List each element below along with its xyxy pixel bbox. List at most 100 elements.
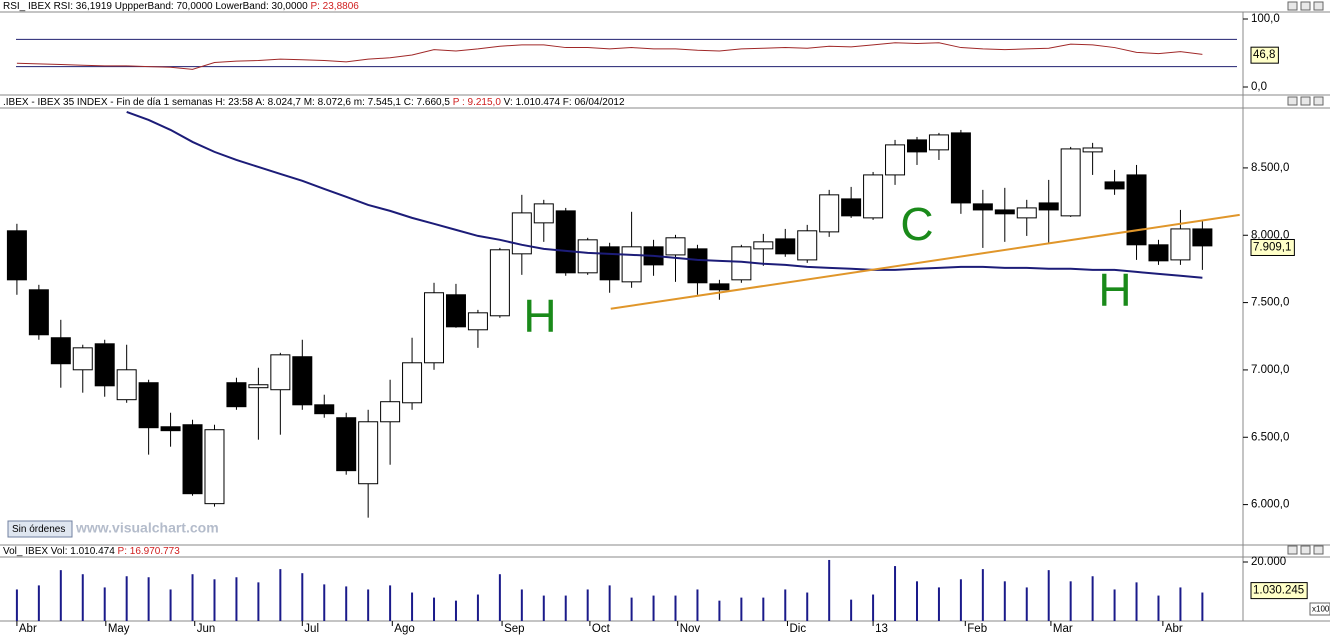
x-tick-label: Ago bbox=[394, 623, 414, 635]
moving-average bbox=[126, 110, 1203, 279]
candle-body bbox=[994, 209, 1015, 215]
last-value-label: 7.909,1 bbox=[1253, 242, 1291, 254]
candle-body bbox=[819, 194, 840, 233]
last-value-label: 46,8 bbox=[1253, 49, 1275, 61]
candle-body bbox=[1104, 181, 1125, 190]
candle-body bbox=[950, 132, 971, 204]
candle-body bbox=[292, 356, 313, 406]
candle-body bbox=[182, 424, 203, 495]
header-tail: V: 1.010.474 F: 06/04/2012 bbox=[501, 97, 625, 108]
candle-body bbox=[1126, 174, 1147, 246]
panel-header: .IBEX - IBEX 35 INDEX - Fin de día 1 sem… bbox=[3, 97, 625, 108]
candle-body bbox=[226, 382, 247, 408]
panel-header: Vol_ IBEX Vol: 1.010.474 P: 16.970.773 bbox=[3, 546, 180, 557]
candle-body bbox=[928, 134, 949, 151]
annotation: H bbox=[1098, 264, 1131, 316]
candle-body bbox=[863, 174, 884, 219]
candle-body bbox=[336, 417, 357, 472]
candle-body bbox=[402, 362, 423, 404]
candle-body bbox=[445, 294, 466, 328]
window-buttons[interactable] bbox=[1287, 1, 1324, 555]
x-tick-label: Mar bbox=[1053, 623, 1073, 635]
candle-body bbox=[160, 426, 181, 432]
candle-body bbox=[753, 241, 774, 250]
last-value-box bbox=[1250, 46, 1279, 64]
y-tick-label: 7.500,0 bbox=[1251, 297, 1289, 309]
candle-body bbox=[797, 230, 818, 261]
candle-body bbox=[28, 289, 49, 336]
candle-body bbox=[1170, 228, 1191, 261]
x-tick-label: Jun bbox=[197, 623, 216, 635]
candle-body bbox=[424, 292, 445, 364]
candle-body bbox=[1016, 207, 1037, 219]
candle-body bbox=[599, 246, 620, 281]
y-tick-label: 6.000,0 bbox=[1251, 499, 1289, 511]
candle-body bbox=[775, 238, 796, 255]
candle-body bbox=[906, 139, 927, 153]
annotation: C bbox=[900, 198, 933, 250]
candle-body bbox=[6, 230, 27, 281]
candle-body bbox=[314, 404, 335, 415]
candle-body bbox=[1148, 244, 1169, 262]
candle-body bbox=[533, 203, 554, 224]
candle-body bbox=[50, 337, 71, 365]
status-box[interactable] bbox=[7, 520, 73, 538]
candle-body bbox=[1060, 148, 1081, 217]
last-value-box bbox=[1250, 238, 1295, 256]
x-tick-label: Nov bbox=[680, 623, 701, 635]
candle-body bbox=[841, 198, 862, 217]
rsi-line bbox=[16, 42, 1203, 70]
candle-body bbox=[94, 343, 115, 387]
candle-body bbox=[885, 144, 906, 176]
header-extra: P: 23,8806 bbox=[310, 1, 359, 12]
x-tick-label: Oct bbox=[592, 623, 611, 635]
unit-box bbox=[1309, 602, 1330, 616]
candle-body bbox=[621, 246, 642, 283]
x-tick-label: Dic bbox=[789, 623, 806, 635]
candle-body bbox=[138, 382, 159, 429]
header-text: Vol_ IBEX Vol: 1.010.474 bbox=[3, 546, 118, 557]
candle-body bbox=[1082, 147, 1103, 153]
candle-body bbox=[270, 354, 291, 391]
candle-body bbox=[665, 237, 686, 256]
candle-body bbox=[972, 203, 993, 211]
header-extra: P : 9.215,0 bbox=[453, 97, 502, 108]
y-tick-label: 8.500,0 bbox=[1251, 162, 1289, 174]
status[interactable]: Sin órdenes bbox=[12, 524, 65, 535]
y-tick-label: 7.000,0 bbox=[1251, 364, 1289, 376]
unit-label: x100 bbox=[1312, 605, 1330, 614]
candle-body bbox=[555, 210, 576, 274]
candle-body bbox=[72, 347, 93, 371]
trendline bbox=[610, 213, 1240, 310]
candle-body bbox=[248, 384, 269, 389]
x-tick-label: Jul bbox=[304, 623, 319, 635]
candle-body bbox=[116, 369, 137, 401]
x-tick-label: May bbox=[108, 623, 130, 635]
watermark: www.visualchart.com bbox=[75, 520, 219, 536]
header-text: .IBEX - IBEX 35 INDEX - Fin de día 1 sem… bbox=[3, 97, 453, 108]
candle-body bbox=[467, 312, 488, 331]
annotation: H bbox=[523, 290, 556, 342]
candle-body bbox=[204, 429, 225, 505]
y-tick-label: 6.500,0 bbox=[1251, 431, 1289, 443]
candle-body bbox=[1038, 202, 1059, 211]
x-tick-label: Abr bbox=[1165, 623, 1183, 635]
x-tick-label: 13 bbox=[875, 623, 888, 635]
candle-body bbox=[687, 248, 708, 284]
y-tick-label: 20.000 bbox=[1251, 556, 1286, 568]
candle-body bbox=[380, 401, 401, 423]
header-text: RSI_ IBEX RSI: 36,1919 UppperBand: 70,00… bbox=[3, 1, 310, 12]
last-value-label: 1.030.245 bbox=[1253, 585, 1304, 597]
x-tick-label: Feb bbox=[967, 623, 987, 635]
y-tick-label: 100,0 bbox=[1251, 13, 1280, 25]
y-tick-label: 0,0 bbox=[1251, 81, 1267, 93]
candle-body bbox=[709, 283, 730, 291]
candle-body bbox=[1192, 228, 1213, 247]
panel-frames bbox=[0, 11, 1330, 622]
candle-body bbox=[577, 239, 598, 274]
x-tick-label: Abr bbox=[19, 623, 37, 635]
candle-body bbox=[358, 421, 379, 485]
panel-header: RSI_ IBEX RSI: 36,1919 UppperBand: 70,00… bbox=[3, 1, 359, 12]
